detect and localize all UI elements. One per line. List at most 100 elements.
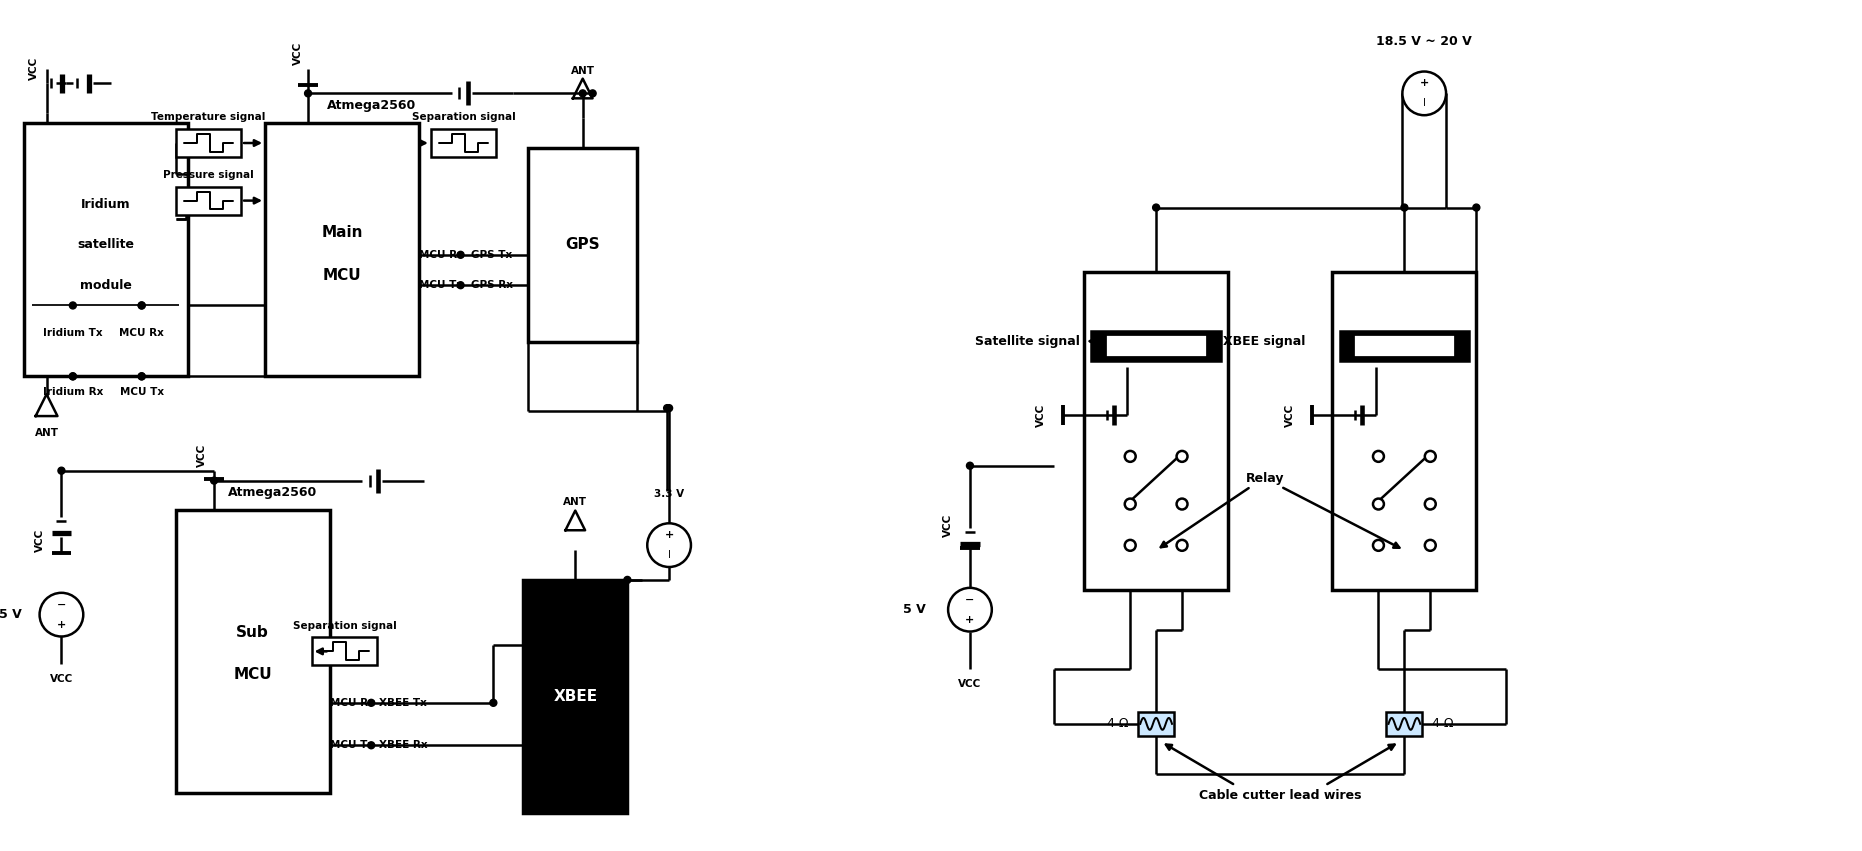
Circle shape xyxy=(966,462,974,469)
Text: Separation signal: Separation signal xyxy=(292,620,397,631)
Text: +: + xyxy=(965,614,974,625)
Circle shape xyxy=(665,404,672,412)
Text: Atmega2560: Atmega2560 xyxy=(328,99,417,111)
Circle shape xyxy=(579,90,587,97)
Text: 3.3 V: 3.3 V xyxy=(654,488,683,499)
Text: VCC: VCC xyxy=(197,444,207,467)
Circle shape xyxy=(948,588,992,631)
Circle shape xyxy=(588,90,596,97)
Bar xyxy=(175,511,330,793)
Circle shape xyxy=(663,404,670,412)
Text: MCU Tx: MCU Tx xyxy=(419,280,464,290)
Text: VCC: VCC xyxy=(292,42,304,66)
Circle shape xyxy=(1400,204,1408,211)
Text: Iridium Rx: Iridium Rx xyxy=(43,387,102,397)
Text: MCU: MCU xyxy=(322,267,361,283)
Text: XBEE signal: XBEE signal xyxy=(1223,334,1305,348)
Bar xyxy=(1138,712,1175,736)
Circle shape xyxy=(58,467,65,474)
Circle shape xyxy=(138,373,145,380)
Circle shape xyxy=(138,302,145,309)
Circle shape xyxy=(1424,499,1436,510)
Bar xyxy=(1106,335,1207,357)
Text: MCU Rx: MCU Rx xyxy=(419,250,464,260)
Text: +: + xyxy=(1419,78,1428,89)
Bar xyxy=(1084,272,1229,590)
Text: 4 Ω: 4 Ω xyxy=(1106,717,1128,730)
Text: VCC: VCC xyxy=(35,528,45,551)
Circle shape xyxy=(1424,540,1436,551)
Bar xyxy=(523,580,627,814)
Circle shape xyxy=(69,302,76,309)
Text: VCC: VCC xyxy=(959,679,981,689)
Text: 5 V: 5 V xyxy=(0,608,22,621)
Circle shape xyxy=(624,576,631,584)
Circle shape xyxy=(456,251,464,259)
Text: Sub: Sub xyxy=(236,625,268,640)
Circle shape xyxy=(1372,540,1383,551)
Text: VCC: VCC xyxy=(1285,403,1294,426)
Text: +: + xyxy=(665,530,674,540)
Circle shape xyxy=(490,700,497,706)
Text: VCC: VCC xyxy=(944,514,953,537)
Circle shape xyxy=(648,523,691,567)
Bar xyxy=(1387,712,1423,736)
Bar xyxy=(24,123,188,376)
Text: I: I xyxy=(1423,99,1426,108)
Bar xyxy=(1339,331,1469,361)
Text: GPS Rx: GPS Rx xyxy=(471,280,512,290)
Text: XBEE: XBEE xyxy=(553,689,598,704)
Text: Satellite signal: Satellite signal xyxy=(976,334,1080,348)
Text: Pressure signal: Pressure signal xyxy=(164,170,253,180)
Text: module: module xyxy=(80,278,132,292)
Circle shape xyxy=(369,742,374,749)
Text: Main: Main xyxy=(320,225,363,239)
Circle shape xyxy=(1125,540,1136,551)
Bar xyxy=(177,186,240,214)
Bar xyxy=(1354,335,1454,357)
Circle shape xyxy=(1424,451,1436,462)
Bar xyxy=(313,637,376,665)
Circle shape xyxy=(1125,451,1136,462)
Text: ANT: ANT xyxy=(35,428,58,438)
Bar xyxy=(1091,331,1221,361)
Circle shape xyxy=(39,593,84,637)
Text: satellite: satellite xyxy=(76,238,134,251)
Circle shape xyxy=(1177,451,1188,462)
Bar xyxy=(177,129,240,157)
Text: Iridium: Iridium xyxy=(80,197,130,211)
Bar xyxy=(264,123,419,376)
Circle shape xyxy=(1153,204,1160,211)
Text: Iridium Tx: Iridium Tx xyxy=(43,328,102,339)
Text: VCC: VCC xyxy=(28,57,39,80)
Text: Temperature signal: Temperature signal xyxy=(151,112,266,123)
Circle shape xyxy=(1177,540,1188,551)
Text: XBEE Rx: XBEE Rx xyxy=(380,740,428,751)
Text: 4 Ω: 4 Ω xyxy=(1432,717,1454,730)
Circle shape xyxy=(456,282,464,288)
Text: ANT: ANT xyxy=(564,498,587,507)
Circle shape xyxy=(69,373,76,380)
Text: 5 V: 5 V xyxy=(903,603,925,616)
Circle shape xyxy=(138,373,145,380)
Text: VCC: VCC xyxy=(1037,403,1046,426)
Text: −: − xyxy=(965,595,974,605)
Text: +: + xyxy=(58,620,65,630)
Circle shape xyxy=(1372,451,1383,462)
Text: Separation signal: Separation signal xyxy=(412,112,516,123)
Text: GPS: GPS xyxy=(566,237,600,252)
Circle shape xyxy=(1177,499,1188,510)
Circle shape xyxy=(210,477,218,484)
Text: XBEE Tx: XBEE Tx xyxy=(380,698,426,708)
Text: MCU: MCU xyxy=(233,667,272,682)
Text: MCU Rx: MCU Rx xyxy=(330,698,374,708)
Bar xyxy=(1333,272,1477,590)
Circle shape xyxy=(69,373,76,380)
Bar xyxy=(529,148,637,341)
Text: ANT: ANT xyxy=(572,66,594,76)
Text: MCU Rx: MCU Rx xyxy=(119,328,164,339)
Text: Relay: Relay xyxy=(1246,472,1285,485)
Bar xyxy=(432,129,495,157)
Text: MCU Tx: MCU Tx xyxy=(119,387,164,397)
Text: Atmega2560: Atmega2560 xyxy=(227,486,317,499)
